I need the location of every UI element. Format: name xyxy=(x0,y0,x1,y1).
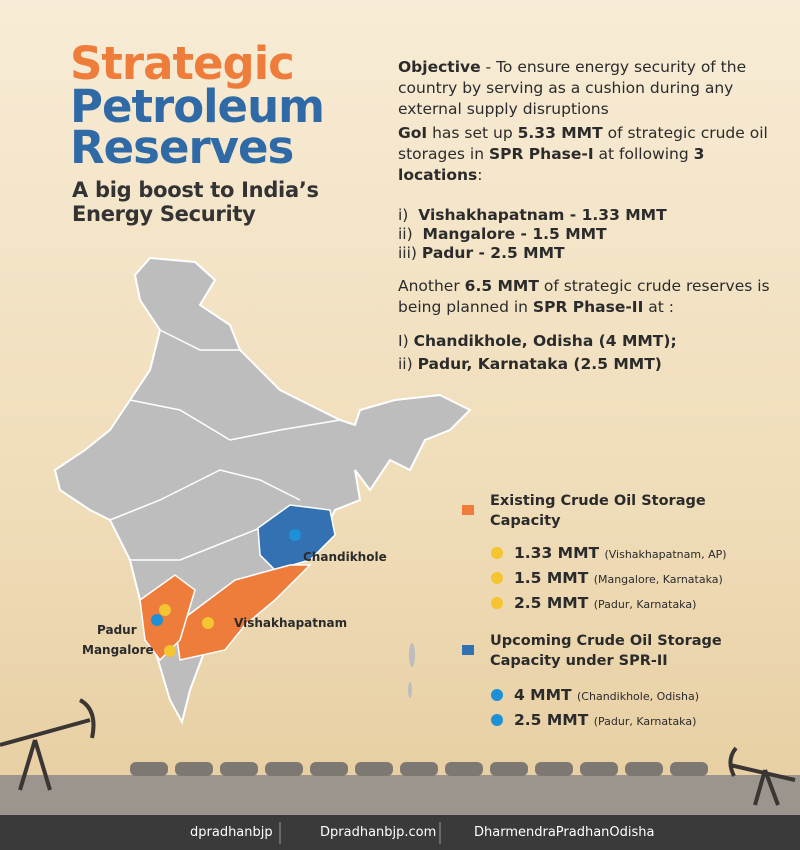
map-label: Vishakhapatnam xyxy=(234,616,348,630)
map-label: Mangalore xyxy=(82,643,154,657)
text: Padur, Karnataka (2.5 MMT) xyxy=(417,355,662,373)
oilfield-silhouette xyxy=(0,698,800,815)
text: of strategic crude reserves is being pla… xyxy=(398,277,770,316)
text: 4 MMT xyxy=(514,686,572,704)
text: Vishakhapatnam - 1.33 MMT xyxy=(418,206,667,224)
title: Petroleum xyxy=(70,80,325,133)
list-item: i) Vishakhapatnam - 1.33 MMT xyxy=(398,205,667,225)
text: (Padur, Karnataka) xyxy=(593,715,697,728)
text: has set up xyxy=(427,124,518,142)
text: (Mangalore, Karnataka) xyxy=(593,573,723,586)
text: SPR Phase-I xyxy=(488,145,594,163)
legend-title: Existing Crude Oil Storage Capacity xyxy=(490,493,706,529)
text: - To ensure energy security of the count… xyxy=(398,58,747,118)
text: (Vishakhapatnam, AP) xyxy=(604,548,727,561)
legend-item: 2.5 MMT (Padur, Karnataka) xyxy=(514,711,696,729)
map-label: Padur xyxy=(97,623,137,637)
text: : xyxy=(477,166,483,184)
subtitle: Energy Security xyxy=(72,202,256,226)
text: Another xyxy=(398,277,465,295)
map-label: Chandikhole xyxy=(303,550,387,564)
objective: Objective - To ensure energy security of… xyxy=(398,57,770,120)
legend-item: 1.5 MMT (Mangalore, Karnataka) xyxy=(514,569,723,587)
text: of strategic crude oil storages in xyxy=(398,124,768,163)
legend-item: 4 MMT (Chandikhole, Odisha) xyxy=(514,686,699,704)
text: iii) xyxy=(398,244,417,262)
text: 2.5 MMT xyxy=(514,711,589,729)
legend-icons xyxy=(462,505,503,726)
website[interactable]: Dpradhanbjp.com xyxy=(320,825,437,840)
list-item: iii) Padur - 2.5 MMT xyxy=(398,243,565,263)
text: ii) xyxy=(398,355,413,373)
text: 3 locations xyxy=(398,145,705,184)
text: 2.5 MMT xyxy=(514,594,589,612)
phase-1: GoI has set up 5.33 MMT of strategic cru… xyxy=(398,123,770,186)
text: SPR Phase-II xyxy=(532,298,644,316)
subtitle: A big boost to India’s xyxy=(72,178,319,202)
text: GoI xyxy=(398,124,428,142)
text: 1.33 MMT xyxy=(514,544,600,562)
twitter-handle[interactable]: dpradhanbjp xyxy=(190,825,273,840)
text: 1.5 MMT xyxy=(514,569,589,587)
text: Chandikhole, Odisha (4 MMT); xyxy=(413,332,677,350)
list-item: ii) Mangalore - 1.5 MMT xyxy=(398,224,607,244)
text: 5.33 MMT xyxy=(517,124,603,142)
text: (Chandikhole, Odisha) xyxy=(577,690,700,703)
text: i) xyxy=(398,206,409,224)
list-item: I) Chandikhole, Odisha (4 MMT); xyxy=(398,331,677,351)
text: ii) xyxy=(398,225,413,243)
text: Padur - 2.5 MMT xyxy=(421,244,565,262)
list-item: ii) Padur, Karnataka (2.5 MMT) xyxy=(398,354,662,374)
india-map xyxy=(53,256,472,725)
text: at : xyxy=(643,298,674,316)
text: 6.5 MMT xyxy=(464,277,539,295)
text: Objective xyxy=(398,58,481,76)
title: Reserves xyxy=(70,121,294,174)
text: I) xyxy=(398,332,409,350)
legend-item: 2.5 MMT (Padur, Karnataka) xyxy=(514,594,696,612)
facebook-page[interactable]: DharmendraPradhanOdisha xyxy=(474,825,655,840)
phase-2: Another 6.5 MMT of strategic crude reser… xyxy=(398,276,770,318)
text: at following xyxy=(593,145,694,163)
legend-item: 1.33 MMT (Vishakhapatnam, AP) xyxy=(514,544,727,562)
title: Strategic xyxy=(70,37,295,90)
footer-bar xyxy=(0,815,800,850)
legend-title: Upcoming Crude Oil Storage Capacity unde… xyxy=(490,633,722,669)
text: Mangalore - 1.5 MMT xyxy=(422,225,607,243)
text: (Padur, Karnataka) xyxy=(593,598,697,611)
